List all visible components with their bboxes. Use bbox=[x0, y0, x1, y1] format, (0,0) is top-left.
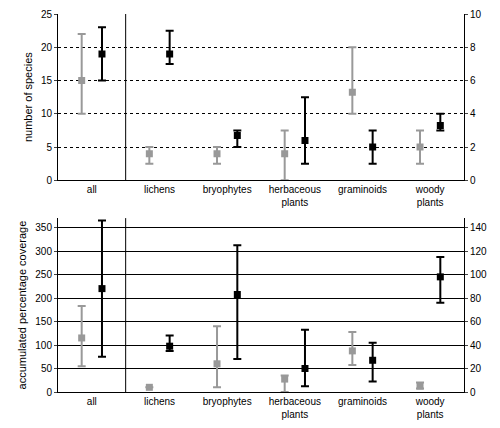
svg-text:number of species: number of species bbox=[22, 52, 34, 142]
svg-text:graminoids: graminoids bbox=[338, 184, 387, 195]
svg-text:lichens: lichens bbox=[144, 396, 175, 407]
svg-text:20: 20 bbox=[470, 363, 482, 374]
svg-text:10: 10 bbox=[470, 9, 482, 20]
svg-text:0: 0 bbox=[46, 175, 52, 186]
svg-text:80: 80 bbox=[470, 293, 482, 304]
svg-text:40: 40 bbox=[470, 340, 482, 351]
svg-text:4: 4 bbox=[470, 108, 476, 119]
svg-text:all: all bbox=[87, 184, 97, 195]
svg-text:20: 20 bbox=[41, 42, 53, 53]
svg-text:2: 2 bbox=[470, 142, 476, 153]
svg-text:0: 0 bbox=[46, 387, 52, 398]
svg-text:herbaceousplants: herbaceousplants bbox=[269, 184, 321, 208]
svg-text:25: 25 bbox=[41, 9, 53, 20]
svg-text:graminoids: graminoids bbox=[338, 396, 387, 407]
svg-text:200: 200 bbox=[35, 293, 52, 304]
svg-text:herbaceousplants: herbaceousplants bbox=[269, 396, 321, 420]
svg-text:140: 140 bbox=[470, 222, 487, 233]
svg-text:woodyplants: woodyplants bbox=[415, 396, 445, 420]
svg-text:5: 5 bbox=[46, 142, 52, 153]
svg-text:150: 150 bbox=[35, 316, 52, 327]
svg-text:0: 0 bbox=[470, 175, 476, 186]
svg-text:120: 120 bbox=[470, 246, 487, 257]
svg-text:lichens: lichens bbox=[144, 184, 175, 195]
svg-text:100: 100 bbox=[470, 269, 487, 280]
svg-text:10: 10 bbox=[41, 108, 53, 119]
svg-text:15: 15 bbox=[41, 75, 53, 86]
svg-text:250: 250 bbox=[35, 269, 52, 280]
svg-text:50: 50 bbox=[41, 363, 53, 374]
svg-text:300: 300 bbox=[35, 246, 52, 257]
svg-text:accumulated percentage coverag: accumulated percentage coverage bbox=[16, 221, 28, 390]
svg-text:woodyplants: woodyplants bbox=[415, 184, 445, 208]
svg-text:all: all bbox=[87, 396, 97, 407]
svg-text:6: 6 bbox=[470, 75, 476, 86]
svg-text:0: 0 bbox=[470, 387, 476, 398]
svg-text:bryophytes: bryophytes bbox=[203, 396, 252, 407]
svg-text:60: 60 bbox=[470, 316, 482, 327]
svg-text:350: 350 bbox=[35, 222, 52, 233]
svg-text:bryophytes: bryophytes bbox=[203, 184, 252, 195]
svg-text:100: 100 bbox=[35, 340, 52, 351]
svg-text:8: 8 bbox=[470, 42, 476, 53]
